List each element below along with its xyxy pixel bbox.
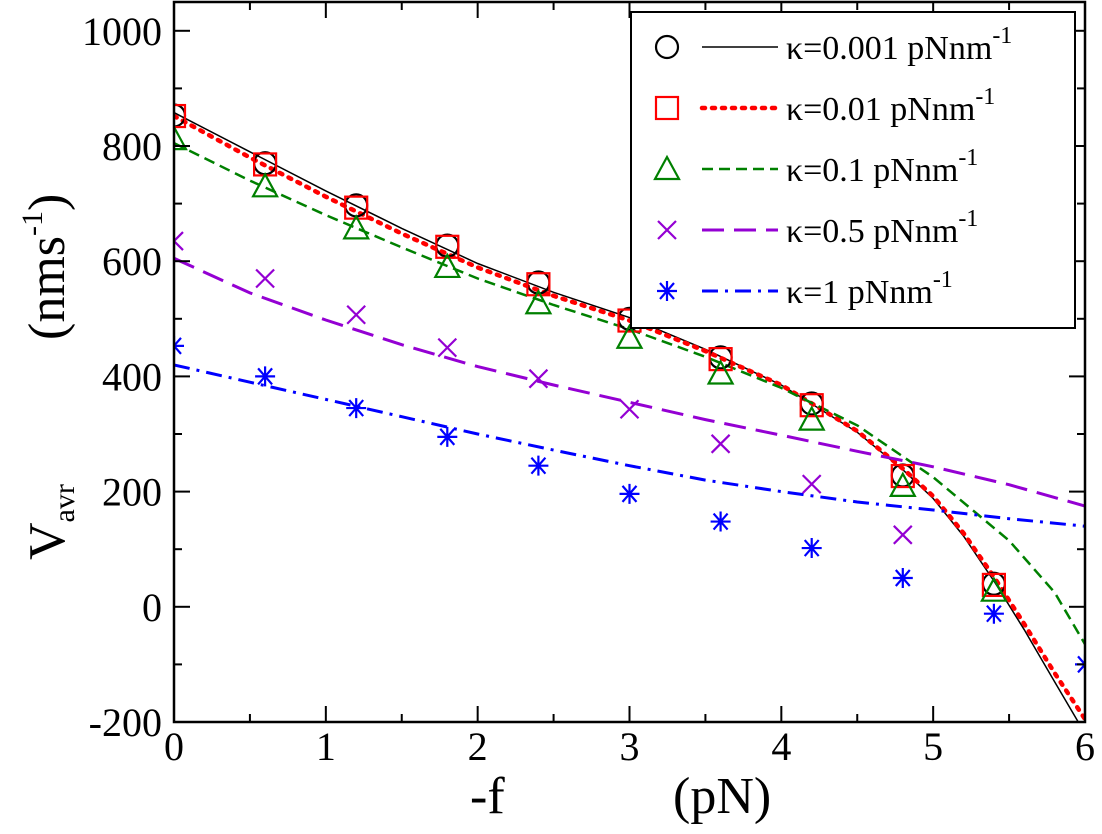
data-point-2-0 (174, 124, 188, 151)
data-point-2-5 (615, 323, 644, 349)
data-point-4-6 (710, 511, 731, 532)
x-tick-label: 6 (1075, 724, 1095, 769)
data-point-3-4 (528, 368, 549, 389)
series-markers (174, 103, 1085, 675)
data-point-4-5 (619, 483, 640, 504)
data-point-4-8 (892, 568, 913, 588)
legend-label-4: κ=1 pNnm-1 (786, 267, 953, 311)
data-point-3-5 (619, 399, 640, 420)
data-point-1-3 (435, 234, 460, 259)
data-point-1-0 (174, 103, 187, 129)
y-axis-label: Vavr (nms-1) (16, 194, 81, 560)
y-tick-label: 400 (102, 354, 162, 399)
x-tick-label: 3 (620, 724, 640, 769)
y-tick-label: 0 (142, 585, 162, 630)
data-point-3-2 (346, 304, 366, 325)
series-line-2 (174, 141, 1085, 645)
data-point-4-2 (346, 398, 367, 419)
data-point-3-6 (710, 434, 731, 454)
data-point-4-9 (983, 603, 1004, 624)
data-point-1-8 (890, 463, 915, 489)
svg-text:Vavr: Vavr (19, 484, 81, 560)
x-axis-label-unit: (pN) (673, 768, 771, 825)
y-axis-label-base: V (19, 522, 76, 560)
data-point-1-4 (526, 272, 551, 297)
x-axis-label-main: -f (470, 768, 505, 825)
series-line-4 (174, 363, 1085, 528)
data-point-2-7 (797, 405, 826, 431)
data-point-2-6 (706, 359, 735, 385)
legend: κ=0.001 pNnm-1 κ=0.01 pNnm-1 κ=0.1 pNnm-1 κ… (630, 11, 1076, 329)
data-point-4-1 (255, 366, 276, 387)
x-axis-label: -f (pN) (470, 768, 771, 825)
y-axis-label-unit-close: ) (19, 194, 76, 211)
data-point-3-8 (893, 525, 913, 545)
y-tick-label: 1000 (82, 9, 162, 54)
series-line-3 (174, 256, 1085, 508)
x-tick-label: 1 (316, 724, 336, 769)
data-point-3-7 (801, 474, 822, 494)
data-point-3-3 (437, 337, 458, 358)
data-point-4-4 (528, 455, 549, 476)
legend-marker-3 (657, 220, 677, 240)
x-tick-label: 0 (164, 724, 184, 769)
data-point-3-1 (255, 268, 275, 289)
legend-label-0: κ=0.001 pNnm-1 (786, 23, 1012, 67)
data-point-1-9 (981, 572, 1007, 598)
data-point-2-1 (251, 172, 279, 198)
data-point-4-7 (801, 538, 822, 559)
legend-label-1: κ=0.01 pNnm-1 (786, 84, 995, 128)
data-point-3-0 (174, 231, 184, 251)
data-point-2-8 (888, 471, 917, 497)
data-point-2-9 (980, 576, 1008, 602)
legend-marker-2 (653, 154, 681, 181)
x-tick-label: 5 (923, 724, 943, 769)
legend-label-3: κ=0.5 pNnm-1 (786, 206, 978, 250)
data-point-2-3 (433, 252, 462, 279)
y-tick-label: 200 (102, 470, 162, 515)
data-point-1-6 (708, 347, 733, 372)
x-tick-label: 2 (468, 724, 488, 769)
data-point-1-7 (799, 393, 824, 418)
svg-text:(nms-1): (nms-1) (16, 194, 76, 340)
x-tick-label: 4 (771, 724, 791, 769)
y-tick-label: 800 (102, 124, 162, 169)
legend-marker-4 (657, 281, 677, 301)
y-axis-label-unit-open: (nms (19, 236, 76, 340)
legend-marker-0 (654, 34, 680, 60)
data-point-2-2 (342, 214, 371, 240)
y-axis-label-sub: avr (48, 484, 81, 522)
y-axis-label-unit-exp: -1 (16, 211, 49, 236)
data-point-4-3 (437, 426, 458, 447)
y-tick-label: -200 (89, 700, 162, 745)
y-tick-label: 600 (102, 239, 162, 284)
data-point-2-4 (524, 288, 553, 315)
legend-marker-1 (654, 95, 680, 121)
legend-label-2: κ=0.1 pNnm-1 (786, 145, 978, 189)
